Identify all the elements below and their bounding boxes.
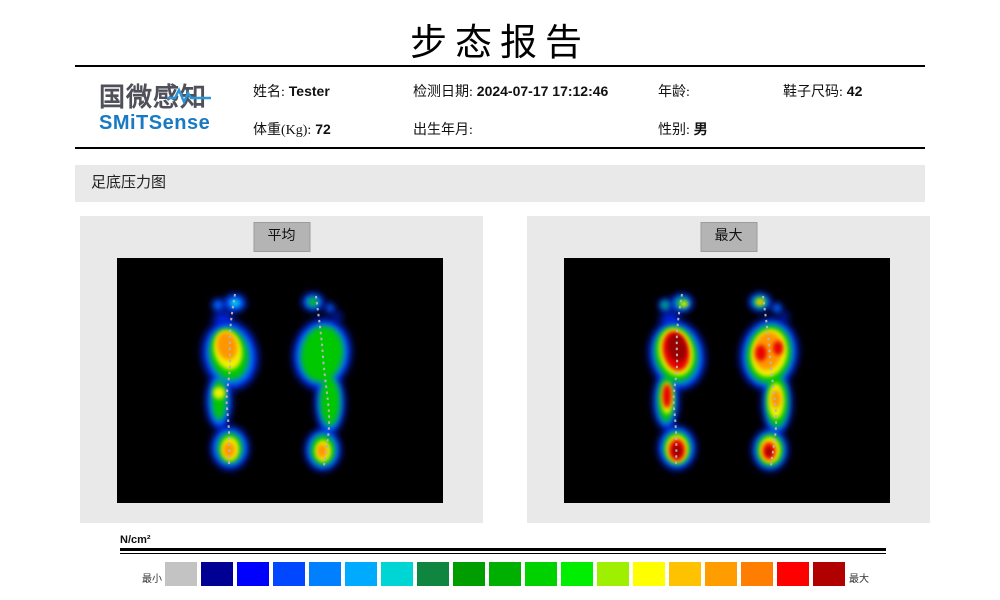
cop-line bbox=[225, 293, 331, 467]
foot-heatmap-max bbox=[564, 258, 890, 503]
brand-logo-cn: 国微感知 bbox=[99, 82, 208, 112]
field-test-date: 检测日期: 2024-07-17 17:12:46 bbox=[413, 81, 608, 101]
field-birth-date-label: 出生年月: bbox=[413, 123, 473, 138]
field-age: 年龄: bbox=[658, 81, 690, 101]
section-title: 足底压力图 bbox=[91, 175, 167, 191]
colorbar-swatch bbox=[308, 561, 342, 587]
max-pressure-panel: 最大 bbox=[527, 216, 930, 523]
header-divider-bottom bbox=[75, 147, 925, 149]
colorbar-swatch bbox=[200, 561, 234, 587]
colorbar-swatch bbox=[452, 561, 486, 587]
field-test-date-value: 2024-07-17 17:12:46 bbox=[476, 83, 609, 99]
colorbar-swatch bbox=[236, 561, 270, 587]
colorbar-swatch bbox=[560, 561, 594, 587]
field-birth-date: 出生年月: bbox=[413, 119, 473, 139]
scale-max-label: 最大 bbox=[849, 574, 869, 585]
field-shoe-size-value: 42 bbox=[846, 83, 863, 99]
pressure-unit-label: N/cm² bbox=[120, 534, 151, 546]
field-weight-value: 72 bbox=[315, 121, 331, 137]
cop-line bbox=[672, 293, 778, 467]
pressure-colorbar bbox=[164, 561, 846, 587]
colorbar-swatch bbox=[704, 561, 738, 587]
field-gender-value: 男 bbox=[693, 121, 708, 137]
colorbar-swatch bbox=[164, 561, 198, 587]
field-shoe-size-label: 鞋子尺码: bbox=[783, 85, 843, 100]
brand-logo: 国微感知 SMiTSense bbox=[99, 82, 239, 134]
average-pressure-panel: 平均 bbox=[80, 216, 483, 523]
brand-logo-en: SMiTSense bbox=[99, 112, 211, 134]
colorbar-swatch bbox=[596, 561, 630, 587]
colorbar-swatch bbox=[776, 561, 810, 587]
colorbar-swatch bbox=[632, 561, 666, 587]
max-heatmap-container bbox=[564, 258, 890, 503]
field-test-date-label: 检测日期: bbox=[413, 85, 473, 100]
colorbar-swatch bbox=[344, 561, 378, 587]
scale-min-label: 最小 bbox=[142, 574, 162, 585]
field-name: 姓名: Tester bbox=[253, 81, 330, 101]
field-weight: 体重(Kg): 72 bbox=[253, 119, 331, 139]
colorbar-swatch bbox=[380, 561, 414, 587]
average-badge-button[interactable]: 平均 bbox=[253, 222, 310, 252]
field-gender: 性别: 男 bbox=[658, 119, 708, 139]
field-shoe-size: 鞋子尺码: 42 bbox=[783, 81, 862, 101]
colorbar-swatch bbox=[812, 561, 846, 587]
field-weight-label: 体重(Kg): bbox=[253, 123, 312, 138]
field-name-value: Tester bbox=[288, 83, 330, 99]
page-title: 步态报告 bbox=[410, 23, 590, 64]
header-divider-top bbox=[75, 65, 925, 67]
max-badge-button[interactable]: 最大 bbox=[700, 222, 757, 252]
scale-divider bbox=[120, 548, 886, 554]
average-heatmap-container bbox=[117, 258, 443, 503]
colorbar-swatch bbox=[524, 561, 558, 587]
colorbar-swatch bbox=[740, 561, 774, 587]
colorbar-swatch bbox=[416, 561, 450, 587]
ecg-wave-icon bbox=[167, 87, 211, 105]
colorbar-swatch bbox=[488, 561, 522, 587]
colorbar-swatch bbox=[272, 561, 306, 587]
field-age-label: 年龄: bbox=[658, 85, 690, 100]
field-name-label: 姓名: bbox=[253, 85, 285, 100]
section-header: 足底压力图 bbox=[75, 165, 925, 202]
colorbar-swatch bbox=[668, 561, 702, 587]
foot-heatmap-average bbox=[117, 258, 443, 503]
field-gender-label: 性别: bbox=[658, 123, 690, 138]
